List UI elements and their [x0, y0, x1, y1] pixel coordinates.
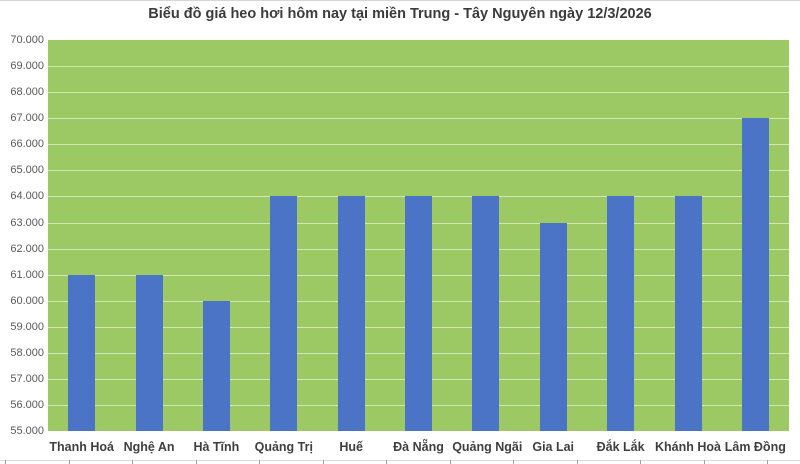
x-category-label: Hà Tĩnh [193, 440, 240, 454]
cropped-table-column-tick [449, 460, 451, 464]
y-tick-label: 68.000 [10, 86, 44, 99]
y-tick-label: 57.000 [10, 372, 44, 385]
bar [337, 196, 365, 431]
cropped-table-column-tick [322, 460, 324, 464]
chart-title: Biểu đồ giá heo hơi hôm nay tại miền Tru… [148, 6, 652, 22]
y-tick-label: 58.000 [10, 346, 44, 359]
bar [741, 118, 769, 431]
gridline [48, 170, 789, 172]
cropped-table-column-tick [5, 460, 6, 464]
y-tick-label: 62.000 [10, 242, 44, 255]
y-tick-label: 67.000 [10, 112, 44, 125]
x-category-label: Đà Nẵng [393, 440, 444, 454]
cropped-table-column-tick [640, 460, 641, 464]
cropped-table-column-tick [386, 460, 387, 464]
x-category-label: Quảng Trị [254, 440, 313, 454]
x-category-label: Quảng Ngãi [452, 440, 523, 454]
cropped-table-column-tick [513, 460, 514, 464]
bar [202, 300, 230, 431]
plot-area [48, 40, 789, 431]
bar [539, 222, 567, 431]
y-tick-label: 60.000 [10, 294, 44, 307]
x-category-label: Lâm Đồng [724, 440, 786, 454]
y-tick-label: 55.000 [10, 425, 44, 437]
gridline [48, 144, 789, 146]
y-tick-label: 56.000 [10, 398, 44, 411]
x-category-label: Gia Lai [532, 440, 575, 454]
bar [135, 274, 163, 431]
y-tick-label: 69.000 [10, 60, 44, 73]
x-category-label: Huế [339, 440, 363, 454]
y-tick-label: 61.000 [10, 268, 44, 281]
y-tick-label: 59.000 [10, 320, 44, 333]
bar [472, 196, 500, 431]
y-tick-label: 63.000 [10, 216, 44, 229]
cropped-table-column-tick [195, 460, 197, 464]
bar [607, 196, 635, 431]
cropped-table-top-edge [0, 460, 800, 461]
y-axis: 55.000 56.000 57.000 58.000 59.000 60.000 61.0… [0, 1, 44, 464]
gridline [48, 66, 789, 68]
bar [674, 196, 702, 431]
x-category-label: Khánh Hoà [655, 440, 721, 454]
x-category-label: Thanh Hoá [49, 440, 114, 454]
cropped-table-column-tick [767, 460, 768, 464]
gridline [48, 92, 789, 94]
y-tick-label: 65.000 [10, 164, 44, 177]
bar [405, 196, 432, 431]
x-category-label: Đắk Lắk [596, 440, 645, 454]
y-tick-label: 70.000 [10, 34, 44, 46]
cropped-table-column-tick [132, 460, 133, 464]
y-tick-label: 64.000 [10, 190, 44, 203]
bar [68, 274, 96, 431]
cropped-table-column-tick [576, 460, 578, 464]
y-tick-label: 66.000 [10, 138, 44, 151]
cropped-table-column-tick [68, 460, 70, 464]
gridline [48, 118, 789, 120]
bar [270, 196, 298, 431]
cropped-table-column-tick [259, 460, 260, 464]
cropped-table-column-tick [703, 460, 705, 464]
x-category-label: Nghệ An [123, 440, 175, 454]
